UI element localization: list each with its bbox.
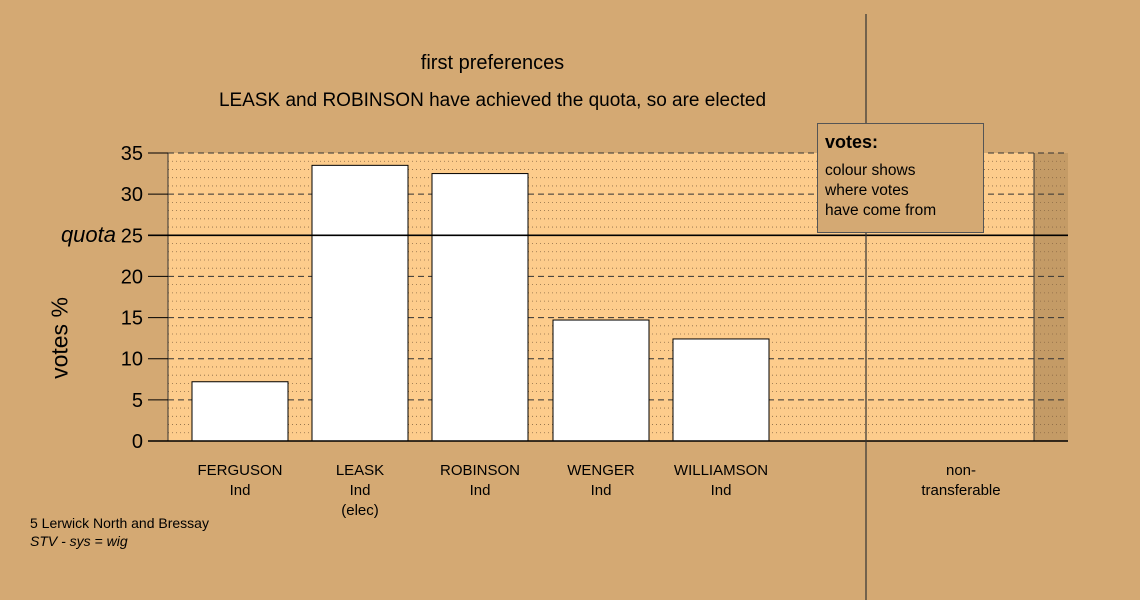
bar-wenger [552, 319, 650, 442]
bar-robinson [431, 173, 529, 442]
legend-box: votes: colour shows where votes have com… [817, 123, 984, 233]
y-tick-label: 30 [121, 184, 143, 206]
candidate-name: WENGER [567, 462, 635, 479]
bar-leask [311, 164, 409, 442]
candidate-name: LEASK [335, 462, 385, 479]
legend-line: have come from [825, 202, 937, 219]
candidate-party: Ind [590, 482, 612, 499]
candidate-label-wenger: WENGER Ind [541, 461, 661, 501]
candidate-name: WILLIAMSON [673, 462, 769, 479]
y-axis-label: votes % [46, 297, 73, 379]
candidate-label-williamson: WILLIAMSON Ind [661, 461, 781, 501]
candidate-label-leask: LEASK Ind (elec) [300, 461, 420, 521]
candidate-label-robinson: ROBINSON Ind [420, 461, 540, 501]
candidate-party: Ind [710, 482, 732, 499]
bar-williamson [672, 338, 770, 442]
quota-label: quota [60, 222, 116, 247]
y-tick-label: 25 [121, 225, 143, 247]
candidate-label-ferguson: FERGUSON Ind [180, 461, 300, 501]
y-tick-label: 35 [121, 143, 143, 165]
y-tick-label: 5 [132, 390, 143, 412]
footer: 5 Lerwick North and Bressay STV - sys = … [30, 514, 209, 550]
footer-ward: 5 Lerwick North and Bressay [30, 515, 209, 531]
chart-title: first preferences [420, 52, 565, 74]
nontransferable-label: non- transferable [901, 461, 1021, 501]
candidate-party: Ind [469, 482, 491, 499]
chart-subtitle: LEASK and ROBINSON have achieved the quo… [218, 90, 767, 111]
candidate-party: Ind [349, 482, 371, 499]
candidate-name: FERGUSON [197, 462, 283, 479]
nontransferable-line: non- [945, 462, 977, 479]
y-tick-label: 10 [121, 349, 143, 371]
legend-title: votes: [825, 132, 879, 152]
y-tick-label: 15 [121, 308, 143, 330]
candidate-party: Ind [229, 482, 251, 499]
y-tick-label: 0 [132, 431, 143, 453]
plot-margin-shade [1034, 153, 1068, 441]
footer-system: STV - sys = wig [30, 533, 128, 549]
legend-line: where votes [825, 182, 909, 199]
bar-ferguson [191, 381, 289, 442]
candidate-note: (elec) [341, 502, 379, 519]
y-tick-label: 20 [121, 266, 143, 288]
nontransferable-line: transferable [921, 482, 1001, 499]
candidate-name: ROBINSON [439, 462, 520, 479]
legend-line: colour shows [825, 162, 916, 179]
